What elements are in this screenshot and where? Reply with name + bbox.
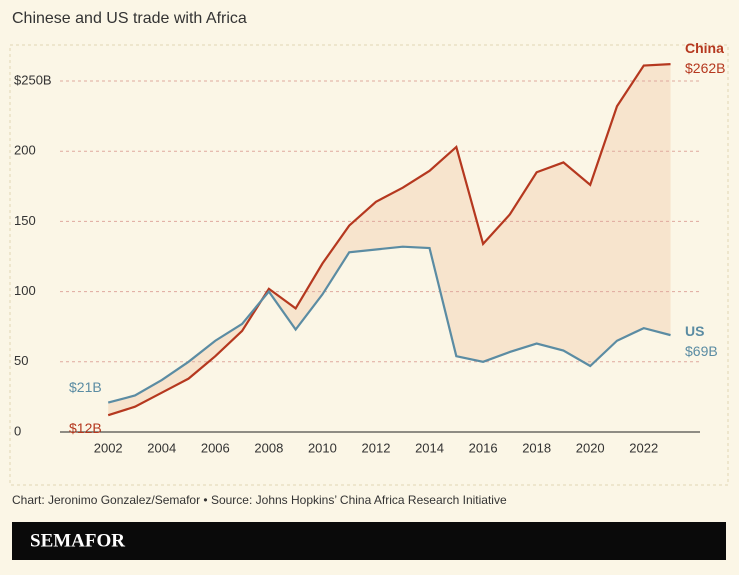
series-line <box>107 245 671 404</box>
x-tick-label: 2004 <box>147 440 176 455</box>
x-tick-label: 2020 <box>576 440 605 455</box>
end-value-label: $69B <box>685 343 718 359</box>
start-value-label: $12B <box>69 420 102 436</box>
y-tick-label: 100 <box>14 283 36 298</box>
y-tick-label: 0 <box>14 423 21 438</box>
chart-title: Chinese and US trade with Africa <box>12 10 247 27</box>
x-tick-label: 2010 <box>308 440 337 455</box>
x-tick-label: 2018 <box>522 440 551 455</box>
source-note: Chart: Jeronimo Gonzalez/Semafor • Sourc… <box>12 493 507 507</box>
series-line <box>107 63 671 417</box>
frame <box>9 44 729 486</box>
x-tick-label: 2016 <box>469 440 498 455</box>
start-value-label: $21B <box>69 379 102 395</box>
y-tick-label: 50 <box>14 353 28 368</box>
brand-bar <box>12 522 726 560</box>
x-tick-label: 2008 <box>254 440 283 455</box>
fill-between <box>108 64 671 416</box>
x-tick-label: 2006 <box>201 440 230 455</box>
y-tick-label: 150 <box>14 213 36 228</box>
brand: SEMAFOR <box>30 530 125 551</box>
legend-label: US <box>685 323 704 339</box>
x-tick-label: 2014 <box>415 440 444 455</box>
y-tick-label: $250B <box>14 72 52 87</box>
x-tick-label: 2012 <box>362 440 391 455</box>
y-tick-label: 200 <box>14 143 36 158</box>
x-tick-label: 2022 <box>629 440 658 455</box>
x-tick-label: 2002 <box>94 440 123 455</box>
legend-label: China <box>685 40 724 56</box>
end-value-label: $262B <box>685 60 725 76</box>
